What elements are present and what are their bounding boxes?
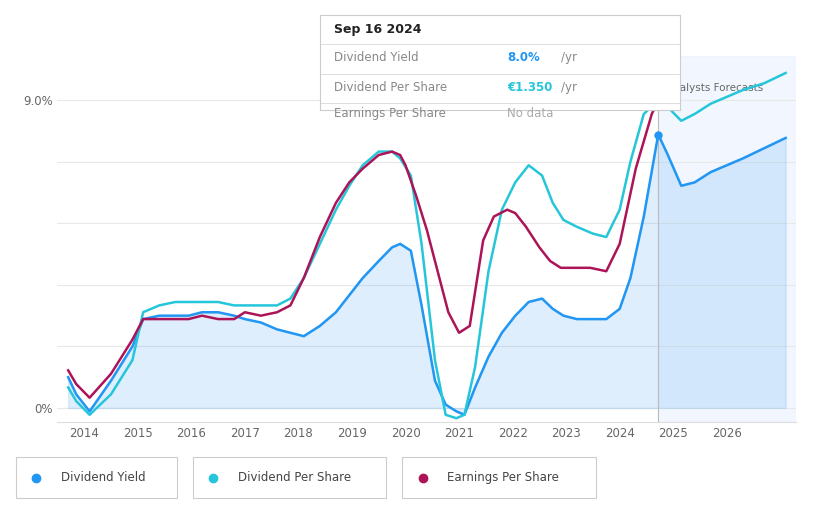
Text: Dividend Yield: Dividend Yield (61, 471, 145, 484)
Text: Sep 16 2024: Sep 16 2024 (334, 22, 422, 36)
Text: No data: No data (507, 107, 553, 120)
Text: Earnings Per Share: Earnings Per Share (447, 471, 558, 484)
Text: /yr: /yr (562, 51, 577, 64)
Text: Past: Past (630, 83, 655, 93)
FancyBboxPatch shape (193, 457, 387, 498)
FancyBboxPatch shape (16, 457, 177, 498)
Text: Dividend Yield: Dividend Yield (334, 51, 419, 64)
Text: 8.0%: 8.0% (507, 51, 540, 64)
Text: €1.350: €1.350 (507, 81, 553, 93)
Text: Analysts Forecasts: Analysts Forecasts (667, 83, 764, 93)
Bar (658, 56, 796, 422)
Text: Earnings Per Share: Earnings Per Share (334, 107, 447, 120)
Text: /yr: /yr (562, 81, 577, 93)
Text: Dividend Per Share: Dividend Per Share (334, 81, 447, 93)
FancyBboxPatch shape (402, 457, 595, 498)
Text: Dividend Per Share: Dividend Per Share (237, 471, 351, 484)
